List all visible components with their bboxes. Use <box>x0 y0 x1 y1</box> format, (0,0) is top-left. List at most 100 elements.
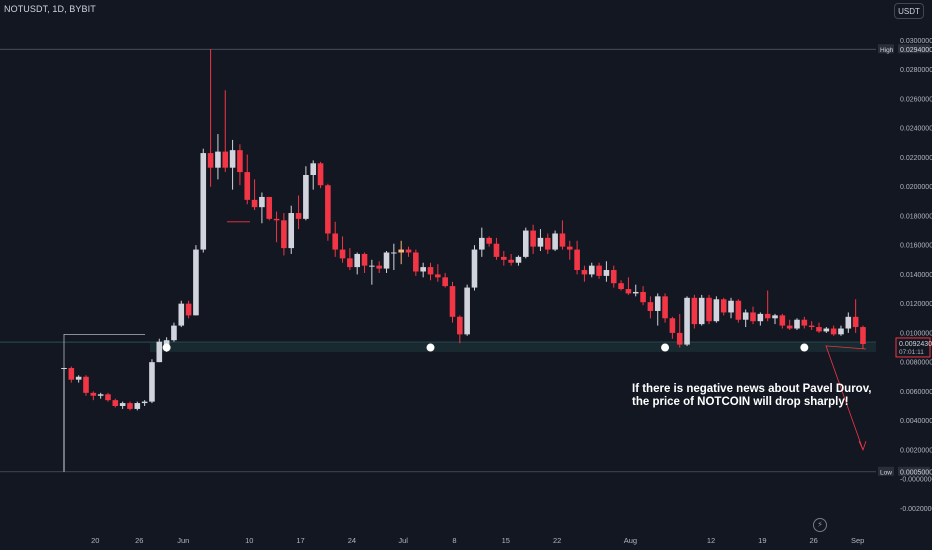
support-touch-point <box>162 343 171 352</box>
candle-body <box>215 151 221 168</box>
projection-arrowhead <box>858 440 867 451</box>
candle-body <box>464 287 470 335</box>
candle-body <box>662 296 668 319</box>
candle-body <box>493 243 500 257</box>
candle-body <box>581 270 588 275</box>
candle-body <box>530 230 536 247</box>
x-tick-label: 10 <box>245 536 253 545</box>
candle-body <box>325 185 331 234</box>
candle-body <box>127 403 133 409</box>
candle-body <box>281 220 287 249</box>
low-tag <box>878 466 894 476</box>
y-tick-label: 0.0300000 <box>900 38 932 45</box>
support-touch-point <box>426 343 435 352</box>
candle-body <box>376 265 382 269</box>
high-value-box <box>898 44 930 54</box>
candle-body <box>823 328 830 332</box>
candle-body <box>288 213 295 249</box>
candle-body <box>764 313 771 319</box>
candle-body <box>684 297 690 345</box>
candle-body <box>119 403 126 406</box>
candle-body <box>830 328 837 335</box>
x-tick-label: Sep <box>851 536 864 545</box>
candle-body <box>332 233 339 250</box>
candle-body <box>486 237 492 244</box>
candle-body <box>369 265 375 267</box>
candle-body <box>801 319 808 326</box>
candle-body <box>457 316 463 335</box>
y-tick-label: 0.0100000 <box>900 330 932 337</box>
candle-body <box>537 237 544 247</box>
candle-body <box>479 237 485 250</box>
candle-body <box>251 199 258 208</box>
x-tick-label: 22 <box>553 536 561 545</box>
candle-body <box>273 218 280 221</box>
lightning-icon[interactable]: ⚡ <box>813 518 827 532</box>
candle-body <box>838 328 844 335</box>
x-tick-label: Jul <box>398 536 408 545</box>
candle-body <box>61 367 67 369</box>
x-tick-label: 20 <box>91 536 99 545</box>
candle-body <box>317 163 324 186</box>
x-tick-label: 26 <box>135 536 143 545</box>
candle-body <box>706 297 712 322</box>
candle-body <box>808 325 815 328</box>
candle-body <box>720 299 727 313</box>
y-tick-label: 0.0200000 <box>900 184 932 191</box>
currency-button[interactable]: USDT <box>894 3 924 19</box>
y-tick-label: 0.0280000 <box>900 67 932 74</box>
symbol-title: NOTUSDT, 1D, BYBIT <box>4 4 96 14</box>
annotation-line-2: the price of NOTCOIN will drop sharply! <box>632 396 849 408</box>
y-tick-label: 0.0260000 <box>900 96 932 103</box>
candle-body <box>728 300 734 313</box>
x-tick-label: 19 <box>758 536 766 545</box>
candle-body <box>185 303 192 316</box>
y-tick-label: 0.0120000 <box>900 301 932 308</box>
candle-body <box>750 312 756 322</box>
low-value-box <box>898 466 930 476</box>
candle-body <box>97 394 104 396</box>
candle-body <box>713 299 720 322</box>
candle-body <box>574 249 580 271</box>
candle-body <box>632 291 639 294</box>
candle-body <box>354 253 360 268</box>
projection-arrow <box>825 345 867 450</box>
x-tick-label: 8 <box>452 536 456 545</box>
candle-body <box>266 196 273 219</box>
candle-body <box>559 233 566 247</box>
candle-body <box>156 341 163 363</box>
y-tick-label: 0.0060000 <box>900 389 932 396</box>
candle-body <box>735 300 742 320</box>
candle-body <box>200 153 207 250</box>
y-tick-label: 0.0080000 <box>900 360 932 367</box>
candle-body <box>222 151 229 168</box>
candle-body <box>786 325 793 329</box>
candle-body <box>625 289 632 294</box>
candle-body <box>207 153 214 168</box>
y-tick-label: -0.0000000 <box>900 477 932 484</box>
candle-body <box>163 340 170 345</box>
low-tag-text: Low <box>880 469 892 476</box>
candle-body <box>339 249 346 259</box>
y-tick-label: 0.0020000 <box>900 447 932 454</box>
last-price-countdown: 07:01:11 <box>899 349 924 356</box>
candle-body <box>105 394 111 401</box>
candle-body <box>552 233 558 250</box>
candle-body <box>691 297 698 325</box>
candle-body <box>193 249 199 316</box>
candle-body <box>640 291 646 303</box>
high-value-text: 0.0294000 <box>900 47 932 54</box>
candle-body <box>171 325 177 341</box>
y-tick-label: 0.0220000 <box>900 155 932 162</box>
candle-body <box>68 367 75 380</box>
x-tick-label: 26 <box>809 536 817 545</box>
candle-body <box>779 315 786 326</box>
annotation-line-1: If there is negative news about Pavel Du… <box>632 383 872 395</box>
candle-body <box>237 150 243 173</box>
support-touch-point <box>661 343 670 352</box>
y-tick-label: 0.0160000 <box>900 243 932 250</box>
candle-body <box>442 277 448 287</box>
candle-body <box>90 392 97 396</box>
candle-body <box>347 258 353 268</box>
